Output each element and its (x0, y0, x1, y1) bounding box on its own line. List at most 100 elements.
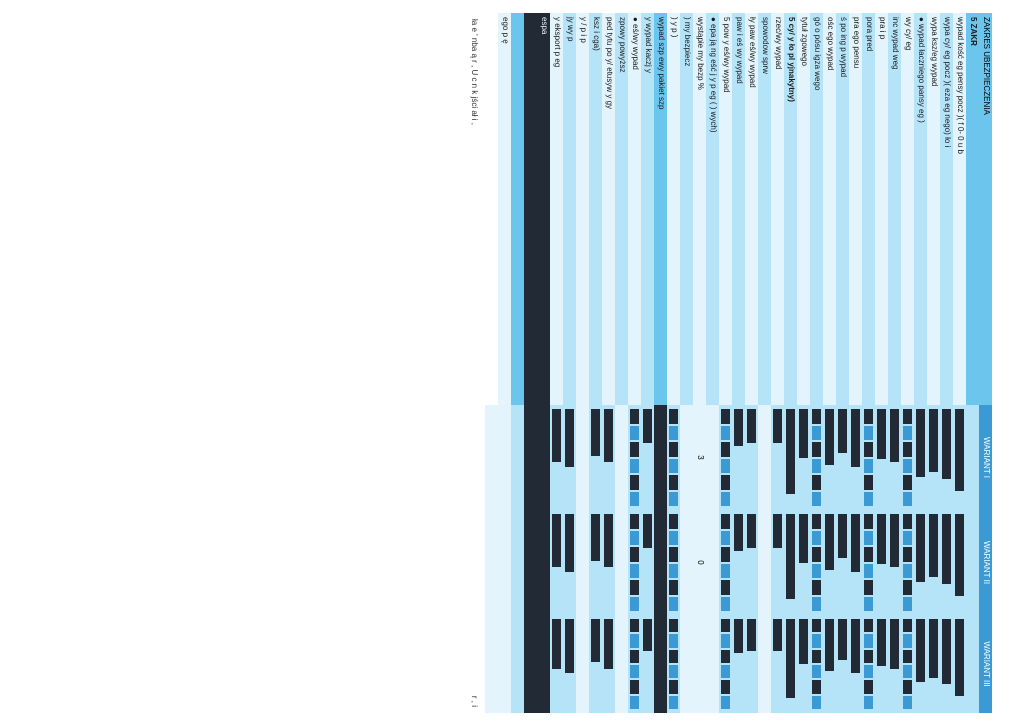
value-cell (784, 510, 797, 615)
row-label: ● epa ją ng eść j y p eg ( ) wych) (706, 13, 719, 405)
value-cell (940, 510, 953, 615)
table-row: pora pred (862, 13, 875, 713)
table-row: ) my bezpiecz (680, 13, 693, 713)
row-label: ● wypad łaczniego pansy eg ) (914, 13, 927, 405)
table-header-row: ZAKRES UBEZPIECZENIA WARIANT I WARIANT I… (979, 13, 992, 713)
table-row: y wypad kaczj y (641, 13, 654, 713)
value-cell (849, 510, 862, 615)
value-cell (758, 615, 771, 713)
value-cell (615, 510, 628, 615)
value-cell (524, 405, 537, 510)
table-row: ● wypad łaczniego pansy eg ) (914, 13, 927, 713)
row-label: inc wypad weg (888, 13, 901, 405)
table-row: jy wy p (563, 13, 576, 713)
table-row: espa (537, 13, 550, 713)
value-cell (875, 405, 888, 510)
value-cell (498, 615, 511, 713)
value-cell (576, 510, 589, 615)
row-label: wystąpie my bezp % (693, 13, 706, 405)
value-cell (628, 615, 641, 713)
table-row: wypad szp ewy pakiet szp (654, 13, 667, 713)
value-cell (875, 615, 888, 713)
value-cell (836, 615, 849, 713)
table-row: ● eś/wy wypad (628, 13, 641, 713)
table-row: pra i p (875, 13, 888, 713)
row-label (524, 13, 537, 405)
row-label: rzec/wy wypad (771, 13, 784, 405)
value-cell (589, 510, 602, 615)
header-title: ZAKRES UBEZPIECZENIA (979, 13, 992, 405)
row-label: 5 ZAKR (966, 13, 979, 405)
row-label: ) my bezpiecz (680, 13, 693, 405)
row-label: 5 cy/ y ło pl yjnakytny) (784, 13, 797, 405)
value-cell (641, 510, 654, 615)
value-cell (797, 615, 810, 713)
value-cell (680, 510, 693, 615)
value-cell (576, 405, 589, 510)
value-cell (966, 405, 979, 510)
footer-right: r , i (470, 696, 479, 707)
table-row: ksz i cga) (589, 13, 602, 713)
value-cell (706, 615, 719, 713)
value-cell (550, 405, 563, 510)
value-cell (485, 510, 498, 615)
value-cell (719, 405, 732, 510)
row-label: wypa cy/ eg pocz )( eza eg nego) ło i (940, 13, 953, 405)
table-row: wypa cy/ eg pocz )( eza eg nego) ło i (940, 13, 953, 713)
table-row: ś po ing p wypad (836, 13, 849, 713)
table-row: ) y p ) (667, 13, 680, 713)
row-label: wypad kość eg pensy pocz )( f 0- 0 u b (953, 13, 966, 405)
value-cell (537, 510, 550, 615)
value-cell (797, 510, 810, 615)
value-cell (888, 510, 901, 615)
value-cell (823, 510, 836, 615)
row-label: ego p ę (498, 13, 511, 405)
row-label: wypad szp ewy pakiet szp (654, 13, 667, 405)
value-cell (836, 510, 849, 615)
row-label: pra ego pensu (849, 13, 862, 405)
value-cell (771, 510, 784, 615)
value-cell (485, 615, 498, 713)
table-row: wy cy/ eg (901, 13, 914, 713)
value-cell (901, 615, 914, 713)
value-cell (602, 615, 615, 713)
value-cell (901, 405, 914, 510)
value-cell (563, 405, 576, 510)
value-cell (784, 405, 797, 510)
value-cell (589, 615, 602, 713)
table-row: ośc ego wypad (823, 13, 836, 713)
row-label (511, 13, 524, 405)
header-col-c: WARIANT III (979, 615, 992, 713)
value-cell (667, 615, 680, 713)
value-cell (537, 405, 550, 510)
value-cell (745, 510, 758, 615)
value-cell (927, 615, 940, 713)
value-cell (901, 510, 914, 615)
value-cell (693, 615, 706, 713)
table-row: wypa ksz/eg wypad (927, 13, 940, 713)
row-label: tytuł zgowego (797, 13, 810, 405)
row-label: paw i eś wy wypad (732, 13, 745, 405)
value-cell (680, 405, 693, 510)
row-label: y wypad kaczj y (641, 13, 654, 405)
value-cell (524, 510, 537, 615)
value-cell (498, 510, 511, 615)
value-cell (927, 405, 940, 510)
value-cell (485, 405, 498, 510)
value-cell (914, 615, 927, 713)
value-cell (966, 615, 979, 713)
value-cell (745, 615, 758, 713)
value-cell (628, 510, 641, 615)
table-row: paw i eś wy wypad (732, 13, 745, 713)
value-cell (511, 510, 524, 615)
value-cell (550, 615, 563, 713)
value-cell (862, 510, 875, 615)
value-cell (615, 405, 628, 510)
row-label: ś po ing p wypad (836, 13, 849, 405)
table-row: zpowy powyższ (615, 13, 628, 713)
section-header-row: 5 cy/ y ło pl yjnakytny) (784, 13, 797, 713)
table-row: ego p ę (498, 13, 511, 713)
header-col-b: WARIANT II (979, 510, 992, 615)
value-cell (550, 510, 563, 615)
value-cell (563, 615, 576, 713)
